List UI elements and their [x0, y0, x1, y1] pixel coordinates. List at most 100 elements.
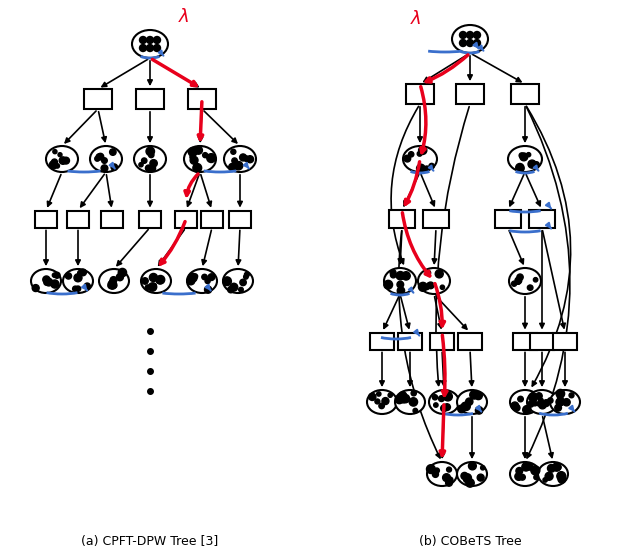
Circle shape — [43, 276, 50, 283]
Circle shape — [203, 153, 208, 158]
Circle shape — [515, 277, 522, 284]
Bar — [229, 211, 251, 228]
Circle shape — [511, 281, 516, 286]
Circle shape — [139, 163, 143, 167]
Circle shape — [147, 45, 154, 51]
Circle shape — [433, 471, 438, 477]
Circle shape — [519, 153, 524, 158]
Circle shape — [193, 163, 202, 172]
Bar — [529, 210, 555, 228]
Circle shape — [520, 475, 525, 480]
Circle shape — [511, 402, 518, 410]
Circle shape — [523, 406, 531, 414]
Ellipse shape — [403, 146, 437, 172]
Circle shape — [399, 392, 406, 400]
Circle shape — [417, 164, 425, 173]
Circle shape — [534, 475, 538, 480]
Bar — [423, 210, 449, 228]
Circle shape — [208, 274, 215, 281]
Circle shape — [468, 462, 476, 470]
Ellipse shape — [141, 269, 171, 293]
Circle shape — [54, 272, 60, 278]
Circle shape — [51, 280, 59, 288]
Circle shape — [239, 154, 246, 161]
Bar — [430, 333, 454, 349]
Circle shape — [516, 467, 523, 475]
Circle shape — [244, 274, 248, 279]
Circle shape — [207, 154, 216, 163]
Bar — [35, 211, 57, 228]
Circle shape — [528, 285, 533, 290]
Circle shape — [563, 399, 570, 406]
Circle shape — [141, 158, 147, 163]
Circle shape — [148, 283, 157, 291]
Circle shape — [223, 277, 232, 286]
Circle shape — [419, 282, 428, 291]
Circle shape — [195, 146, 202, 154]
Circle shape — [397, 281, 404, 288]
Circle shape — [543, 478, 547, 482]
Circle shape — [228, 163, 236, 171]
Circle shape — [156, 276, 163, 284]
Circle shape — [246, 156, 253, 163]
Ellipse shape — [224, 146, 256, 172]
Circle shape — [443, 473, 451, 481]
Circle shape — [528, 401, 534, 407]
Ellipse shape — [223, 269, 253, 293]
Circle shape — [148, 165, 156, 172]
Circle shape — [77, 271, 83, 276]
Text: (b) COBeTS Tree: (b) COBeTS Tree — [419, 534, 522, 547]
Text: $\lambda$: $\lambda$ — [178, 8, 189, 26]
Circle shape — [460, 31, 467, 39]
Bar — [511, 84, 539, 104]
Circle shape — [379, 403, 385, 409]
Circle shape — [402, 272, 410, 280]
Circle shape — [557, 395, 563, 400]
Circle shape — [435, 270, 444, 278]
Circle shape — [53, 150, 57, 154]
Ellipse shape — [550, 390, 580, 414]
Circle shape — [244, 272, 249, 277]
Circle shape — [202, 274, 207, 280]
Circle shape — [232, 158, 237, 163]
Ellipse shape — [31, 269, 61, 293]
Circle shape — [145, 285, 150, 290]
Circle shape — [118, 268, 127, 277]
Circle shape — [458, 405, 465, 413]
Circle shape — [108, 281, 116, 289]
Circle shape — [152, 283, 156, 288]
Circle shape — [532, 401, 537, 406]
Circle shape — [435, 468, 440, 473]
Ellipse shape — [367, 390, 397, 414]
Circle shape — [147, 36, 154, 44]
Bar — [398, 333, 422, 349]
Ellipse shape — [395, 390, 425, 414]
Circle shape — [474, 31, 481, 39]
Circle shape — [109, 149, 116, 155]
Circle shape — [444, 404, 451, 410]
Ellipse shape — [99, 269, 129, 293]
Circle shape — [528, 160, 536, 168]
Bar — [84, 89, 112, 109]
Circle shape — [463, 475, 471, 483]
Circle shape — [74, 274, 82, 282]
Circle shape — [205, 286, 212, 293]
Circle shape — [424, 166, 429, 170]
Circle shape — [517, 274, 524, 280]
Circle shape — [113, 284, 116, 288]
Circle shape — [520, 153, 528, 161]
Ellipse shape — [418, 268, 450, 294]
Circle shape — [518, 396, 524, 402]
Circle shape — [404, 155, 411, 162]
Circle shape — [231, 149, 236, 154]
Circle shape — [97, 153, 104, 160]
Circle shape — [32, 285, 39, 292]
Circle shape — [76, 286, 81, 291]
Circle shape — [193, 274, 198, 279]
Circle shape — [440, 285, 445, 290]
Circle shape — [426, 465, 435, 473]
Ellipse shape — [457, 462, 487, 486]
Bar — [406, 84, 434, 104]
Circle shape — [557, 472, 566, 481]
Circle shape — [116, 273, 124, 281]
